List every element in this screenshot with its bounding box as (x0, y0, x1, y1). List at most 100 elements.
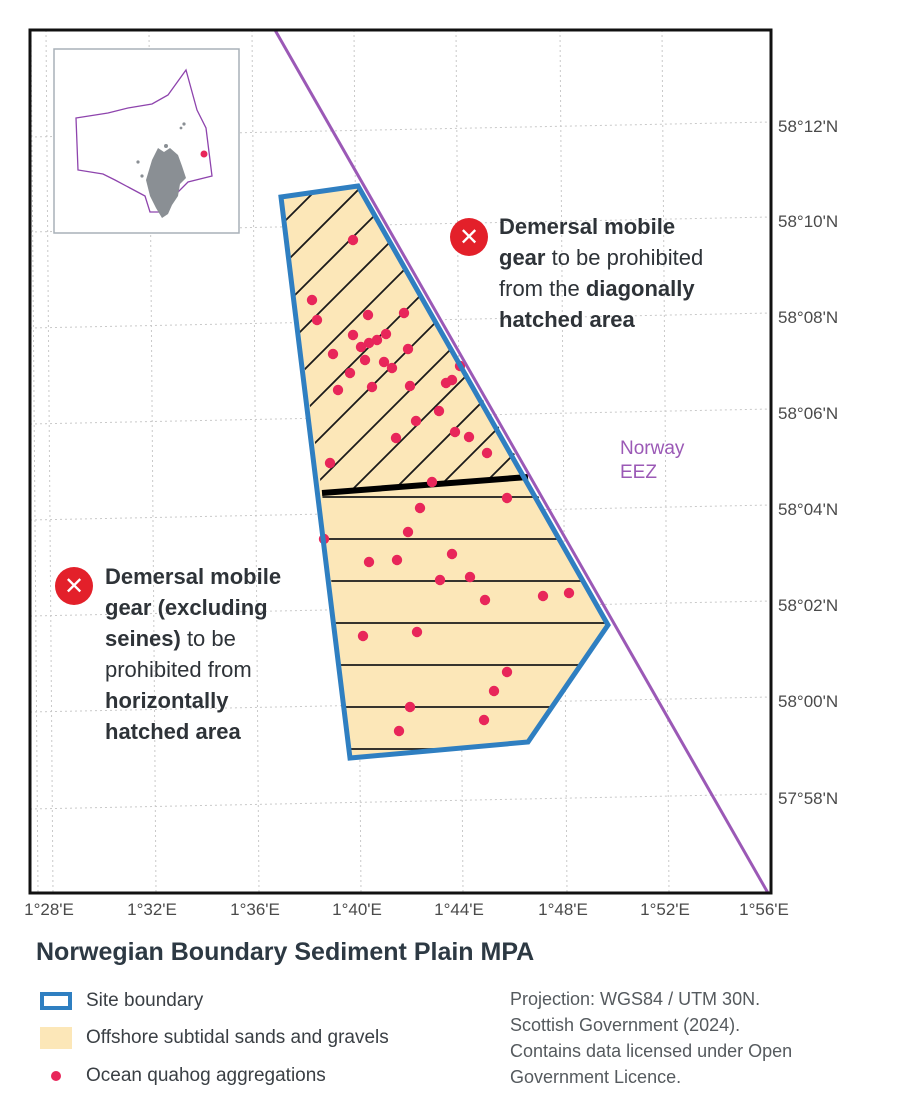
lon-label: 1°32'E (127, 900, 177, 919)
quahog-point (332, 384, 344, 396)
quahog-point (366, 381, 378, 393)
quahog-point (402, 526, 414, 538)
annotation-line: prohibited from (105, 654, 281, 685)
annotation-line: Demersal mobile (105, 561, 281, 592)
annotation-text: gear (excluding (105, 595, 268, 620)
close-icon: ✕ (450, 218, 488, 256)
inset-frame (53, 48, 240, 234)
quahog-point (380, 328, 392, 340)
annotation-text: hatched area (499, 307, 635, 332)
grid-line-longitude (559, 30, 568, 893)
annotation-line: from the diagonally (499, 273, 703, 304)
site-boundary-swatch (40, 992, 72, 1010)
inset-island (164, 144, 168, 148)
quahog-point (306, 294, 318, 306)
quahog-point (390, 432, 402, 444)
legend-item-sands-gravels: Offshore subtidal sands and gravels (40, 1025, 389, 1051)
quahog-point (478, 714, 490, 726)
quahog-point (404, 701, 416, 713)
quahog-point (410, 415, 422, 427)
norway-eez-label-line2: EEZ (620, 462, 657, 483)
grid-line-latitude (30, 216, 771, 233)
legend-label: Offshore subtidal sands and gravels (86, 1027, 389, 1048)
legend-label: Site boundary (86, 990, 204, 1011)
quahog-point (426, 476, 438, 488)
annotation-text: seines) (105, 626, 181, 651)
projection-notes: Projection: WGS84 / UTM 30N. Scottish Go… (510, 989, 793, 1087)
map-frame (28, 28, 773, 895)
annotation-text: hatched area (105, 719, 241, 744)
norway-eez-label: Norway EEZ (620, 437, 684, 485)
quahog-point (386, 362, 398, 374)
norway-eez-label-line1: Norway (620, 438, 685, 459)
quahog-point (363, 337, 375, 349)
inset-scottish-zone (75, 68, 213, 213)
annotation-line: gear (excluding (105, 592, 281, 623)
lat-label: 58°04'N (778, 500, 839, 519)
lat-label: 58°12'N (778, 117, 839, 136)
annotation-text: from the (499, 276, 586, 301)
annotation-line: horizontally (105, 685, 281, 716)
quahog-point (501, 492, 513, 504)
quahog-point (434, 574, 446, 586)
quahog-point (501, 666, 513, 678)
legend-item-site-boundary: Site boundary (40, 988, 203, 1014)
quahog-point (414, 502, 426, 514)
quahog-point (327, 348, 339, 360)
inset-map (53, 48, 240, 234)
grid-line-longitude (148, 30, 157, 893)
lat-label: 58°10'N (778, 212, 839, 231)
sands-gravels-swatch (40, 1027, 72, 1049)
quahog-point (393, 725, 405, 737)
quahog-point (563, 587, 575, 599)
quahog-point (391, 554, 403, 566)
diagonal-hatch-line (281, 186, 528, 493)
quahog-point (488, 685, 500, 697)
inset-site-marker (200, 150, 208, 158)
annotation-text: to be prohibited (545, 245, 704, 270)
hatch-divider-line (321, 474, 529, 496)
grid-line-longitude (30, 30, 39, 893)
quahog-point (481, 447, 493, 459)
diagonal-hatch-line (281, 186, 528, 493)
inset-island (140, 174, 144, 178)
annotation-line: seines) to be (105, 623, 281, 654)
sands-gravels-area (281, 186, 608, 758)
site-boundary (278, 183, 611, 761)
lon-label: 1°56'E (739, 900, 789, 919)
annotation-text: horizontally (105, 688, 229, 713)
quahog-point (446, 548, 458, 560)
quahog-point (363, 556, 375, 568)
quahog-point (398, 307, 410, 319)
quahog-point (464, 571, 476, 583)
annotation-text: Demersal mobile (105, 564, 282, 589)
quahog-point (347, 234, 359, 246)
lat-label: 58°02'N (778, 596, 839, 615)
quahog-swatch (40, 1071, 72, 1081)
quahog-point (537, 590, 549, 602)
quahog-point (357, 630, 369, 642)
annotation-line: Demersal mobile (499, 211, 703, 242)
quahog-point (378, 356, 390, 368)
quahog-point (479, 594, 491, 606)
inset-island (136, 160, 140, 164)
annotation-line: gear to be prohibited (499, 242, 703, 273)
lat-label: 58°06'N (778, 404, 839, 423)
lon-label: 1°44'E (434, 900, 484, 919)
grid-line-longitude (661, 30, 670, 893)
grid-line-longitude (45, 30, 54, 893)
quahog-points (306, 234, 575, 737)
quahog-point (402, 343, 414, 355)
quahog-point (449, 426, 461, 438)
lon-label: 1°48'E (538, 900, 588, 919)
quahog-point (355, 341, 367, 353)
quahog-point (362, 309, 374, 321)
annotation-line: hatched area (105, 716, 281, 747)
legend-label: Ocean quahog aggregations (86, 1065, 326, 1086)
quahog-point (324, 457, 336, 469)
lon-label: 1°36'E (230, 900, 280, 919)
quahog-point (371, 334, 383, 346)
legend-item-quahog: Ocean quahog aggregations (40, 1063, 326, 1089)
grid-line-latitude (30, 793, 771, 810)
annotation-text: diagonally (585, 276, 695, 301)
